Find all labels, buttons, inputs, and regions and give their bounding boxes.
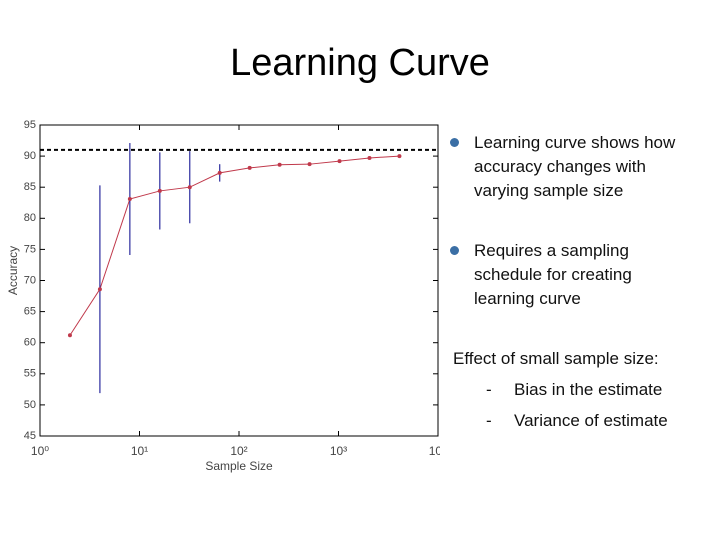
- y-tick-label: 80: [24, 212, 36, 224]
- bullet-text: Learning curve shows how accuracy change…: [474, 133, 676, 200]
- x-tick-label: 10³: [330, 444, 347, 458]
- data-point: [397, 154, 402, 159]
- y-tick-label: 45: [24, 430, 36, 442]
- data-point: [247, 165, 252, 170]
- y-tick-label: 60: [24, 337, 36, 349]
- slide-title: Learning Curve: [230, 42, 490, 84]
- dash-marker: -: [486, 380, 492, 399]
- bullet-dot: [450, 246, 459, 255]
- x-tick-label: 10⁴: [429, 444, 440, 458]
- x-tick-label: 10⁰: [31, 444, 49, 458]
- y-tick-label: 55: [24, 368, 36, 380]
- data-point: [67, 333, 72, 338]
- chart: 45 50 55 60 65 70 75 80 85 90 95 10⁰ 10¹ 10² 10³ 10⁴ Sam…: [6, 119, 440, 473]
- bullet-dot: [450, 138, 459, 147]
- y-tick-label: 90: [24, 150, 36, 162]
- bullet-text: Requires a sampling schedule for creatin…: [474, 241, 632, 308]
- data-point: [367, 155, 372, 160]
- data-line: [69, 155, 400, 336]
- x-axis-label: Sample Size: [205, 459, 273, 473]
- data-point: [277, 162, 282, 167]
- dash-marker: -: [486, 411, 492, 430]
- effect-item: Bias in the estimate: [514, 380, 663, 399]
- effect-heading: Effect of small sample size:: [453, 349, 659, 368]
- x-tick-label: 10²: [230, 444, 247, 458]
- data-point: [337, 159, 342, 164]
- data-point: [187, 185, 192, 190]
- x-tick-label: 10¹: [131, 444, 148, 458]
- data-point: [217, 170, 222, 175]
- y-tick-label: 70: [24, 274, 36, 286]
- y-tick-label: 75: [24, 243, 36, 255]
- y-tick-label: 95: [24, 119, 36, 131]
- y-tick-label: 65: [24, 306, 36, 318]
- effect-item: Variance of estimate: [514, 411, 668, 430]
- data-point: [97, 287, 102, 292]
- y-tick-label: 85: [24, 181, 36, 193]
- data-point: [127, 197, 132, 202]
- data-point: [157, 188, 162, 193]
- data-point: [307, 162, 312, 167]
- y-axis-label: Accuracy: [6, 246, 20, 295]
- y-tick-label: 50: [24, 399, 36, 411]
